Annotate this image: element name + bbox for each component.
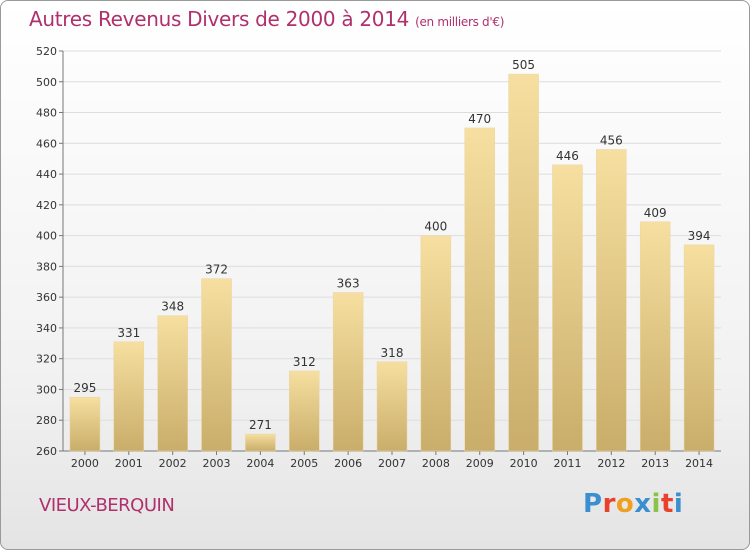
y-tick-label: 340 [36, 322, 57, 335]
x-tick-label-2004: 2004 [246, 457, 274, 470]
y-tick-label: 520 [36, 45, 57, 58]
bar-2000 [69, 396, 101, 452]
x-tick-label-2001: 2001 [115, 457, 143, 470]
bar-2003 [201, 278, 232, 452]
bar-2012 [596, 149, 627, 452]
axes: 260 280 300 320 340 360 380 400 420 440 460 480 500 5… [36, 45, 721, 470]
bars [69, 73, 715, 452]
data-label-2001: 331 [117, 326, 140, 340]
data-label-2004: 271 [249, 418, 272, 432]
data-label-2007: 318 [381, 346, 404, 360]
logo-letter: x [634, 489, 652, 519]
x-tick-label-2003: 2003 [203, 457, 231, 470]
bar-2008 [420, 235, 452, 452]
x-tick-label-2002: 2002 [159, 457, 187, 470]
city-name: VIEUX-BERQUIN [39, 495, 175, 516]
data-label-2014: 394 [688, 229, 711, 243]
y-tick-label: 440 [36, 168, 57, 181]
y-tick-label: 500 [36, 76, 57, 89]
data-label-2003: 372 [205, 263, 228, 277]
bar-2007 [376, 361, 408, 452]
bar-2002 [157, 315, 188, 452]
x-tick-label-2008: 2008 [422, 457, 450, 470]
x-tick-label-2011: 2011 [553, 457, 581, 470]
bar-2001 [113, 341, 145, 452]
x-tick-label-2013: 2013 [641, 457, 669, 470]
x-tick-label-2012: 2012 [597, 457, 625, 470]
chart-title-text: Autres Revenus Divers de 2000 à 2014 [29, 7, 410, 31]
y-tick-label: 280 [36, 414, 57, 427]
data-label-2008: 400 [424, 220, 447, 234]
bar-2005 [289, 370, 320, 452]
logo-letter: i [673, 489, 684, 519]
logo-letter: o [615, 489, 635, 519]
data-label-2009: 470 [468, 112, 491, 126]
y-tick-label: 420 [36, 199, 57, 212]
data-label-2012: 456 [600, 133, 623, 147]
data-labels: 295 331 348 372 271 312 363 318 400 470 505 446 456 4… [73, 58, 710, 432]
logo-letter: P [583, 489, 603, 519]
logo-letter: i [651, 489, 661, 519]
data-label-2010: 505 [512, 58, 535, 72]
y-tick-label: 460 [36, 137, 57, 150]
y-tick-label: 260 [36, 445, 57, 458]
y-tick-label: 480 [36, 107, 57, 120]
data-label-2000: 295 [73, 381, 96, 395]
data-label-2002: 348 [161, 300, 184, 314]
bar-2009 [464, 127, 495, 452]
y-tick-label: 400 [36, 230, 57, 243]
bar-2004 [245, 433, 276, 452]
data-label-2013: 409 [644, 206, 667, 220]
x-tick-label-2014: 2014 [685, 457, 713, 470]
data-label-2006: 363 [337, 277, 360, 291]
x-tick-label-2006: 2006 [334, 457, 362, 470]
data-label-2011: 446 [556, 149, 579, 163]
x-tick-label-2005: 2005 [290, 457, 318, 470]
x-tick-label-2009: 2009 [466, 457, 494, 470]
chart-unit: (en milliers d'€) [415, 15, 505, 29]
bar-2014 [683, 244, 715, 452]
bar-2006 [332, 292, 364, 452]
y-tick-label: 300 [36, 383, 57, 396]
y-tick-label: 320 [36, 353, 57, 366]
data-label-2005: 312 [293, 355, 316, 369]
bar-2010 [508, 73, 539, 452]
bar-2011 [552, 164, 583, 452]
y-tick-label: 380 [36, 260, 57, 273]
logo-letter: t [660, 489, 674, 519]
logo-letter: r [602, 489, 616, 519]
y-tick-label: 360 [36, 291, 57, 304]
x-tick-label-2000: 2000 [71, 457, 99, 470]
x-tick-label-2010: 2010 [510, 457, 538, 470]
bar-2013 [639, 221, 671, 452]
proxiti-logo[interactable]: Proxiti [583, 489, 683, 519]
x-tick-label-2007: 2007 [378, 457, 406, 470]
chart-title: Autres Revenus Divers de 2000 à 2014 (en … [29, 7, 504, 31]
